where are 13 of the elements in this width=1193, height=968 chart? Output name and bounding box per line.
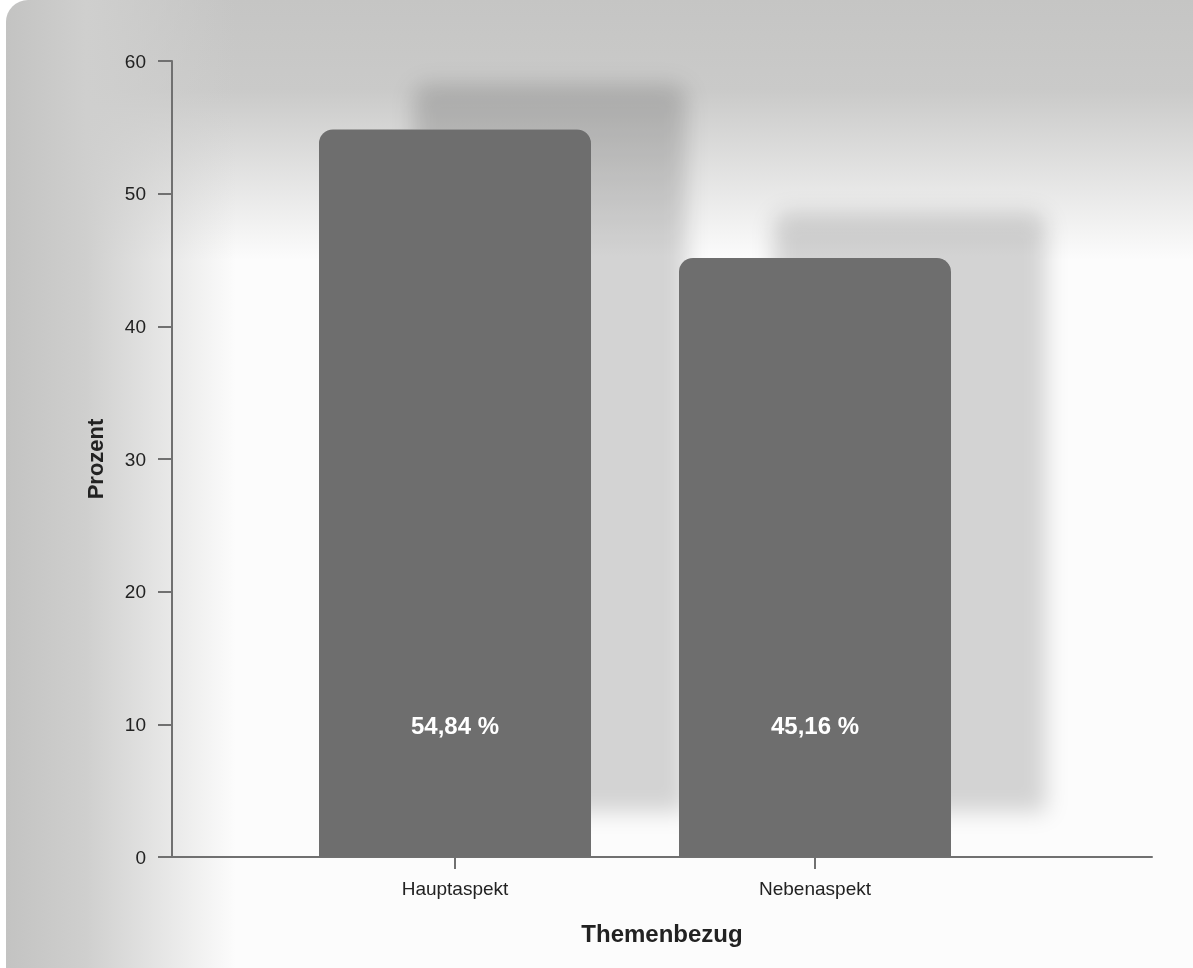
y-tick-label: 20 [124,581,146,603]
x-tick-label: Hauptaspekt [401,878,510,899]
y-tick-label: 30 [124,448,146,470]
x-tick-label: Nebenaspekt [759,878,872,899]
y-tick-label: 60 [124,50,146,72]
y-axis-title: Prozent [82,418,108,500]
data-label: 45,16 % [770,711,860,739]
x-axis-title: Themenbezug [581,919,743,947]
data-label: 54,84 % [410,711,500,739]
y-tick-label: 40 [124,315,146,337]
y-tick-label: 50 [124,183,146,205]
y-tick-label: 0 [135,846,146,868]
y-tick-label: 10 [124,713,146,735]
